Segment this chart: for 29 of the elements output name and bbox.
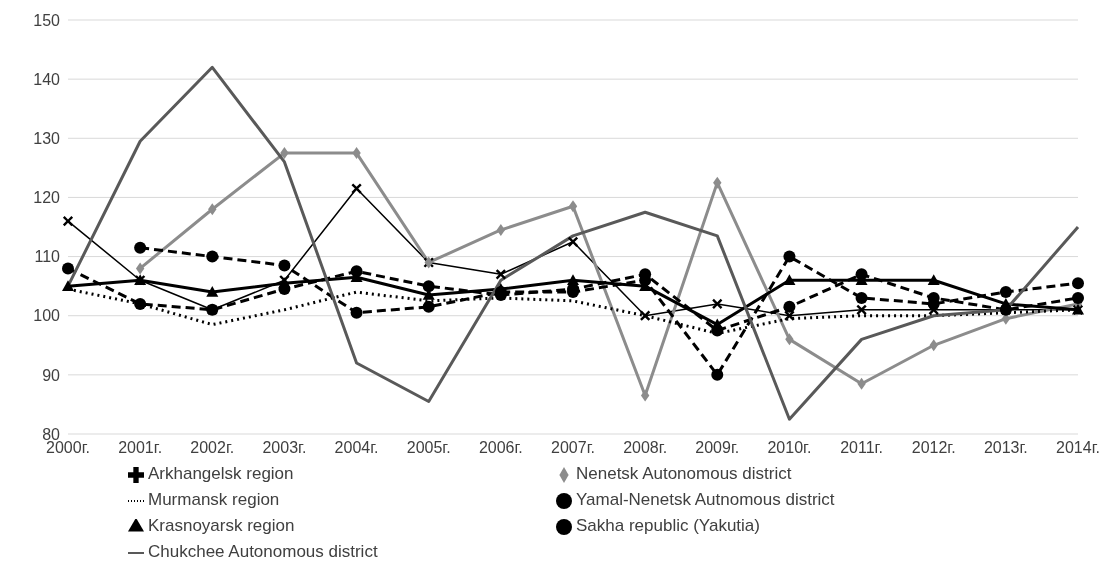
x-tick-label: 2009г. bbox=[695, 439, 740, 457]
x-tick-label: 2003г. bbox=[262, 439, 307, 457]
x-tick-label: 2004г. bbox=[334, 439, 379, 457]
y-tick-label: 100 bbox=[33, 307, 61, 325]
legend-label: Murmansk region bbox=[148, 490, 280, 509]
x-tick-label: 2002г. bbox=[190, 439, 235, 457]
legend-label: Arkhangelsk region bbox=[148, 464, 294, 483]
legend-label: Chukchee Autonomous district bbox=[148, 542, 378, 561]
legend-label: Yamal-Nenetsk Autnomous district bbox=[576, 490, 835, 509]
y-tick-label: 130 bbox=[33, 129, 61, 147]
legend-label: Krasnoyarsk region bbox=[148, 516, 295, 535]
y-tick-label: 90 bbox=[42, 366, 61, 384]
x-tick-label: 2010г. bbox=[767, 439, 812, 457]
x-tick-label: 2008г. bbox=[623, 439, 668, 457]
x-tick-label: 2007г. bbox=[551, 439, 595, 457]
y-tick-label: 150 bbox=[33, 11, 61, 29]
legend-label: Nenetsk Autonomous district bbox=[576, 464, 792, 483]
y-tick-label: 120 bbox=[33, 189, 61, 207]
x-tick-label: 2005г. bbox=[406, 439, 451, 457]
x-tick-label: 2011г. bbox=[840, 439, 883, 457]
legend-label: Sakha republic (Yakutia) bbox=[576, 516, 760, 535]
x-tick-label: 2012г. bbox=[911, 439, 956, 457]
x-tick-label: 2014г. bbox=[1056, 439, 1100, 457]
x-tick-label: 2000г. bbox=[46, 439, 90, 457]
y-tick-label: 140 bbox=[33, 70, 61, 88]
x-tick-label: 2001г. bbox=[118, 439, 163, 457]
x-tick-label: 2006г. bbox=[478, 439, 523, 457]
x-tick-label: 2013г. bbox=[983, 439, 1028, 457]
y-tick-label: 110 bbox=[34, 248, 61, 266]
